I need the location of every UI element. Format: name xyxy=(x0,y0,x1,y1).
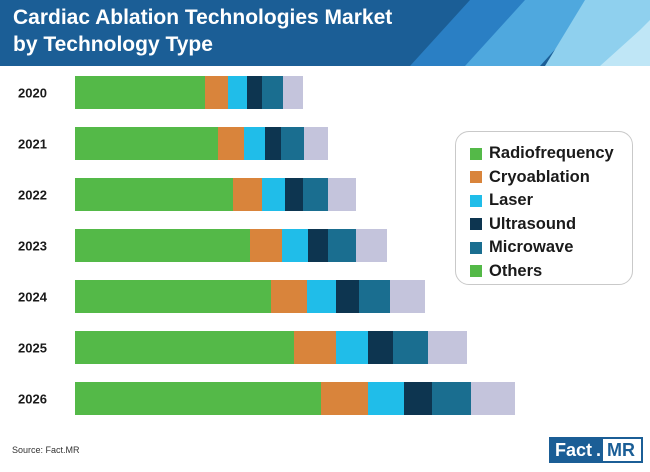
bar-2024-radiofrequency xyxy=(75,280,271,313)
bar-2026-ultrasound xyxy=(404,382,432,415)
bar-2023-laser xyxy=(282,229,308,262)
header-stripe-dark xyxy=(410,0,540,66)
bar-2025-cryoablation xyxy=(294,331,336,364)
bar-2020-laser xyxy=(228,76,247,109)
factmr-logo: Fact . MR xyxy=(549,437,644,463)
legend-label: Cryoablation xyxy=(489,167,590,186)
bar-2022-ultrasound xyxy=(285,178,303,211)
bar-2021-cryoablation xyxy=(218,127,244,160)
year-label-2020: 2020 xyxy=(18,86,47,101)
year-label-2021: 2021 xyxy=(18,137,47,152)
bar-2023-others xyxy=(356,229,387,262)
chart-title-line-1: Cardiac Ablation Technologies Market xyxy=(13,6,393,29)
bar-2025-laser xyxy=(336,331,368,364)
year-label-2022: 2022 xyxy=(18,188,47,203)
legend-swatch xyxy=(470,171,482,184)
bar-2022-others xyxy=(328,178,356,211)
source-note: Source: Fact.MR xyxy=(12,445,80,455)
bar-2026-cryoablation xyxy=(321,382,368,415)
legend-item-radiofrequency: Radiofrequency xyxy=(470,142,632,166)
bar-2023-radiofrequency xyxy=(75,229,250,262)
logo-dot-text: . xyxy=(596,437,604,463)
bar-2020-radiofrequency xyxy=(75,76,205,109)
bar-2021-ultrasound xyxy=(265,127,281,160)
legend-swatch xyxy=(470,147,482,160)
legend-label: Laser xyxy=(489,191,534,210)
logo-mr-text: MR xyxy=(603,437,644,463)
bar-2021-laser xyxy=(244,127,265,160)
legend-swatch xyxy=(470,265,482,278)
logo-fact-text: Fact xyxy=(549,437,597,463)
legend-swatch xyxy=(470,218,482,231)
bar-2021-microwave xyxy=(281,127,304,160)
bar-2022-microwave xyxy=(303,178,328,211)
bar-2026-microwave xyxy=(432,382,471,415)
bar-2020-others xyxy=(283,76,303,109)
header-stripe-mid xyxy=(465,0,600,66)
bar-2024-others xyxy=(390,280,425,313)
year-label-2023: 2023 xyxy=(18,239,47,254)
bar-2022-radiofrequency xyxy=(75,178,233,211)
legend-swatch xyxy=(470,241,482,254)
legend-swatch xyxy=(470,194,482,207)
bar-2026-laser xyxy=(368,382,404,415)
bar-2023-cryoablation xyxy=(250,229,282,262)
legend-item-microwave: Microwave xyxy=(470,236,632,260)
legend-label: Radiofrequency xyxy=(489,144,614,163)
legend-label: Ultrasound xyxy=(489,214,577,233)
legend-item-ultrasound: Ultrasound xyxy=(470,213,632,237)
bar-2025-ultrasound xyxy=(368,331,393,364)
bar-2026-radiofrequency xyxy=(75,382,321,415)
header-stripe-pale xyxy=(600,20,650,66)
bar-2024-ultrasound xyxy=(336,280,359,313)
bar-2024-laser xyxy=(307,280,336,313)
header-stripes xyxy=(410,0,650,66)
bar-2025-radiofrequency xyxy=(75,331,294,364)
bar-2024-cryoablation xyxy=(271,280,307,313)
bar-2025-microwave xyxy=(393,331,428,364)
year-label-group: 2020 2021 2022 2023 2024 2025 2026 xyxy=(18,86,48,407)
bar-2025-others xyxy=(428,331,467,364)
bar-2021-others xyxy=(304,127,328,160)
chart-title: Cardiac Ablation Technologies Market by … xyxy=(13,4,392,58)
year-label-2024: 2024 xyxy=(18,290,48,305)
chart-title-line-2: by Technology Type xyxy=(13,33,213,56)
bar-2023-microwave xyxy=(328,229,356,262)
bar-2023-ultrasound xyxy=(308,229,328,262)
bar-2020-ultrasound xyxy=(247,76,262,109)
legend-item-others: Others xyxy=(470,260,632,284)
year-label-2025: 2025 xyxy=(18,341,47,356)
legend-label: Others xyxy=(489,261,543,280)
bar-group xyxy=(75,76,515,415)
bar-2022-laser xyxy=(262,178,285,211)
legend-label: Microwave xyxy=(489,238,574,257)
bar-2020-cryoablation xyxy=(205,76,228,109)
bar-2024-microwave xyxy=(359,280,390,313)
legend-item-laser: Laser xyxy=(470,189,632,213)
legend: Radiofrequency Cryoablation Laser Ultrasoun… xyxy=(455,131,633,285)
bar-2026-others xyxy=(471,382,515,415)
year-label-2026: 2026 xyxy=(18,392,47,407)
legend-item-cryoablation: Cryoablation xyxy=(470,166,632,190)
bar-2021-radiofrequency xyxy=(75,127,218,160)
bar-2022-cryoablation xyxy=(233,178,262,211)
bar-2020-microwave xyxy=(262,76,283,109)
header-banner: Cardiac Ablation Technologies Market by … xyxy=(0,0,650,66)
